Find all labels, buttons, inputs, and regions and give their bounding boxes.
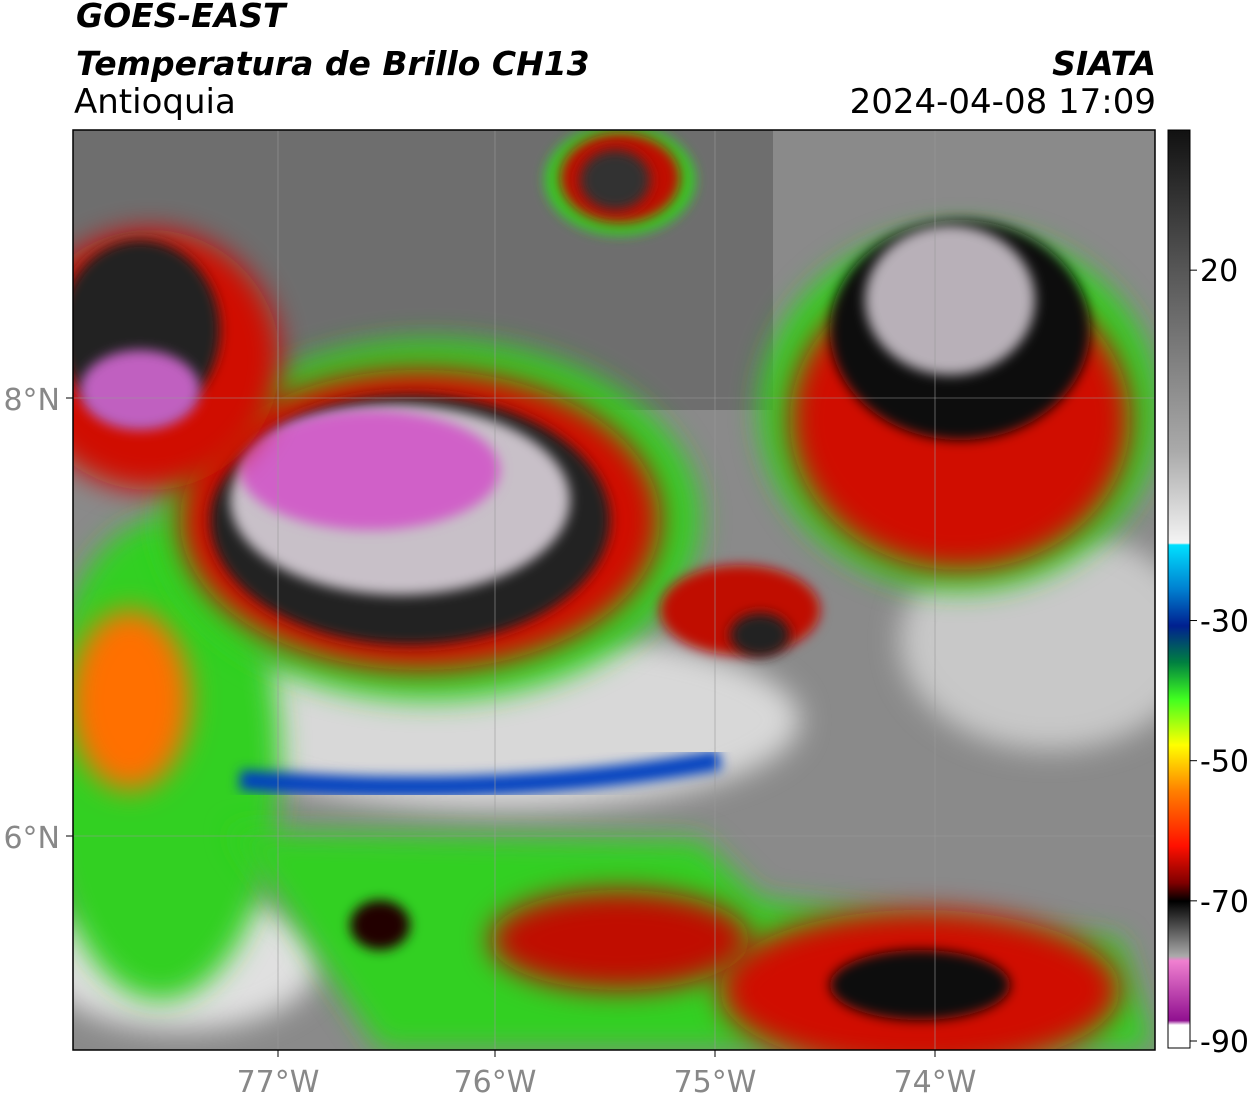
colorbar-tick-label: 20 — [1200, 254, 1238, 289]
lat-label: 6°N — [3, 821, 60, 856]
product-title: Temperatura de Brillo CH13 — [76, 44, 590, 83]
map-frame — [72, 129, 1156, 1051]
colorbar-tick-label: -70 — [1200, 885, 1249, 920]
region-title: Antioquia — [74, 82, 236, 122]
satellite-image — [73, 130, 1155, 1050]
lon-label: 76°W — [454, 1065, 537, 1099]
colorbar-tick-label: -30 — [1200, 605, 1249, 640]
colorbar-tick-label: -50 — [1200, 745, 1249, 780]
datetime: 2024-04-08 17:09 — [849, 82, 1156, 122]
satellite-title: GOES-EAST — [76, 0, 286, 35]
colorbar-tick-label: -90 — [1200, 1025, 1249, 1060]
colorbar — [1167, 129, 1191, 1049]
lat-label: 8°N — [3, 383, 60, 418]
lon-label: 75°W — [674, 1065, 757, 1099]
lon-label: 77°W — [237, 1065, 320, 1099]
source-title: SIATA — [1052, 44, 1156, 83]
graticule — [73, 130, 1155, 1050]
lon-label: 74°W — [894, 1065, 977, 1099]
